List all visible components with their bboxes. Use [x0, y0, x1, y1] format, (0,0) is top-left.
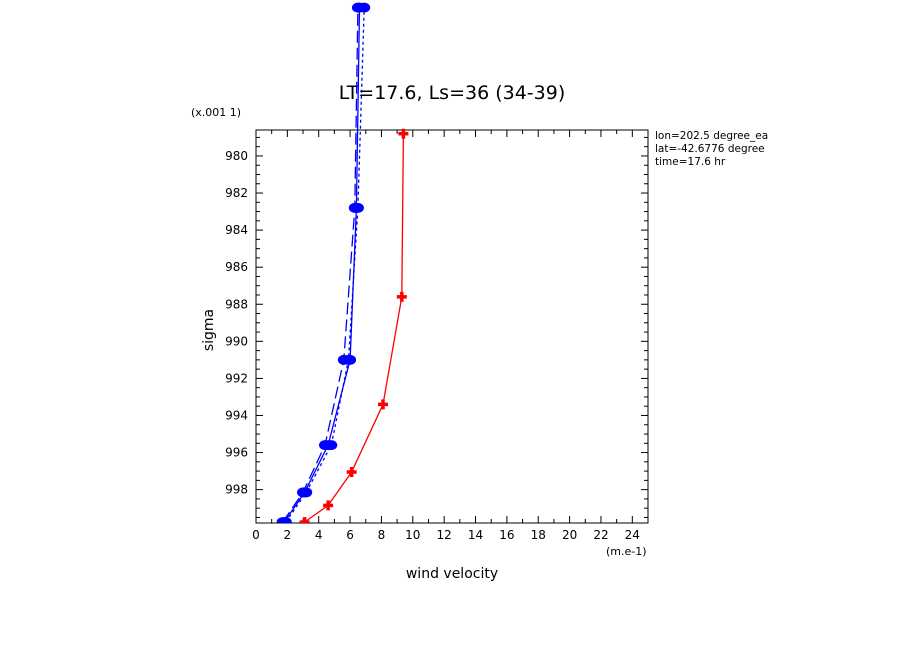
y-axis-label: sigma: [201, 309, 217, 351]
y-tick-label: 990: [225, 334, 248, 348]
series-point: [358, 2, 371, 13]
y-tick-label: 992: [225, 371, 248, 385]
x-axis-ticks: 0 2 4 6 8 10 12 14 16 18 20 22 24: [252, 130, 649, 542]
x-tick-label: 12: [437, 528, 452, 542]
series-point: [398, 128, 409, 139]
x-tick-label: 6: [346, 528, 354, 542]
x-tick-label: 16: [499, 528, 514, 542]
series-point: [299, 517, 310, 523]
series-point: [342, 354, 355, 365]
series-point: [346, 467, 357, 478]
y-tick-label: 998: [225, 483, 248, 497]
annotation-lon: lon=202.5 degree_ea: [655, 130, 768, 142]
series-line-1: [282, 7, 359, 523]
x-tick-label: 8: [378, 528, 386, 542]
y-tick-label: 982: [225, 186, 248, 200]
series-point: [323, 500, 334, 511]
y-scale-label: (x.001 1): [191, 106, 241, 119]
x-axis-label: wind velocity: [406, 566, 498, 582]
x-tick-label: 14: [468, 528, 483, 542]
x-tick-label: 18: [531, 528, 546, 542]
x-tick-label: 2: [284, 528, 292, 542]
y-tick-label: 980: [225, 149, 248, 163]
annotation-lat: lat=-42.6776 degree: [655, 143, 765, 155]
y-tick-label: 994: [225, 408, 248, 422]
y-tick-label: 988: [225, 297, 248, 311]
chart-title: LT=17.6, Ls=36 (34-39): [339, 82, 566, 104]
x-tick-label: 22: [593, 528, 608, 542]
series-layer: [276, 2, 409, 523]
x-tick-label: 20: [562, 528, 577, 542]
series-line-0: [283, 7, 361, 523]
series-point: [396, 291, 407, 302]
y-tick-label: 986: [225, 260, 248, 274]
series-line-3: [304, 133, 405, 523]
x-tick-label: 4: [315, 528, 323, 542]
x-scale-label: (m.e-1): [606, 545, 647, 558]
series-point: [351, 202, 364, 213]
series-point: [325, 440, 338, 451]
annotation-block: lon=202.5 degree_ea lat=-42.6776 degree …: [655, 130, 768, 168]
series-point: [279, 517, 292, 523]
x-tick-label: 0: [252, 528, 260, 542]
x-tick-label: 10: [405, 528, 420, 542]
x-tick-label: 24: [625, 528, 640, 542]
annotation-time: time=17.6 hr: [655, 156, 726, 168]
y-axis-ticks: 980 982 984 986 988 990 992 994 996 998: [225, 136, 648, 518]
series-line-2: [285, 7, 365, 523]
y-tick-label: 984: [225, 223, 248, 237]
plot-frame: [255, 129, 649, 524]
y-tick-label: 996: [225, 446, 248, 460]
series-point: [378, 399, 389, 410]
series-point: [300, 487, 313, 498]
